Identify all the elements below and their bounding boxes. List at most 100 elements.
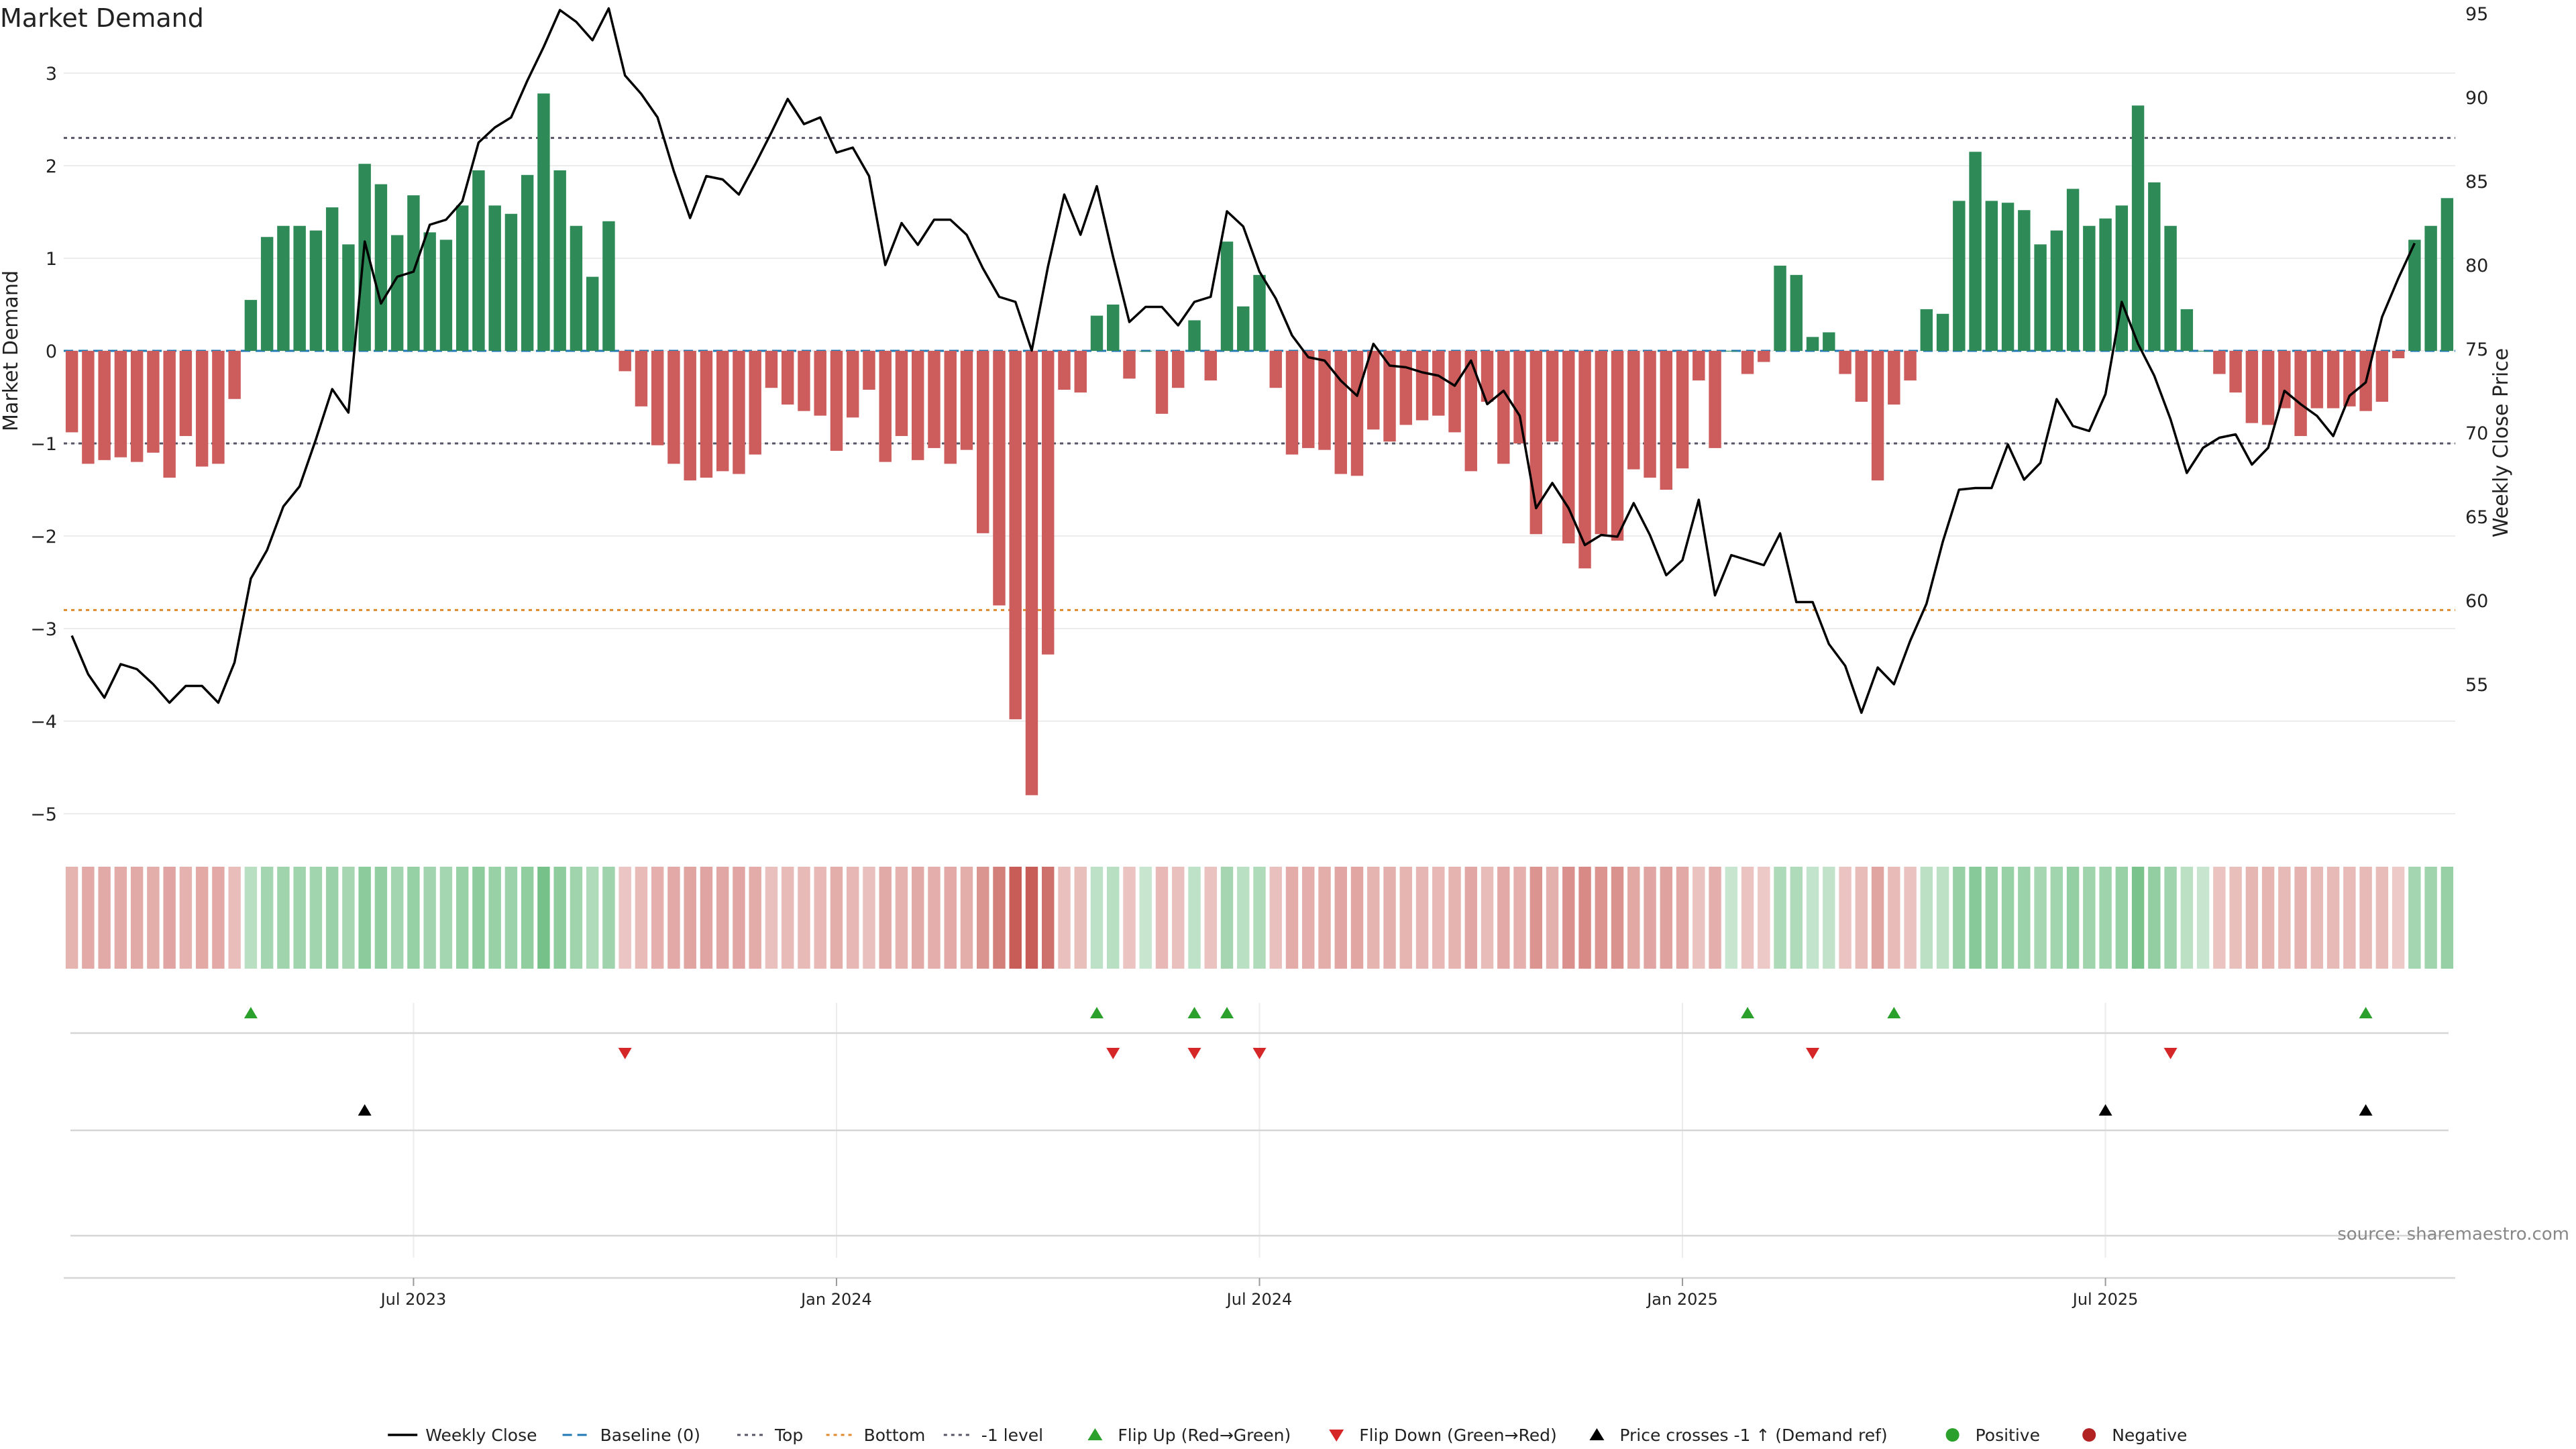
legend-item: Top <box>737 1426 803 1445</box>
heat-cell <box>1806 867 1819 969</box>
heat-cell <box>684 867 696 969</box>
heat-cell <box>212 867 225 969</box>
demand-bar <box>309 230 323 351</box>
legend-swatch-triangle-down <box>1329 1430 1344 1442</box>
heat-cell <box>2408 867 2421 969</box>
heat-cell <box>1237 867 1250 969</box>
demand-bar <box>1334 351 1347 474</box>
demand-bar <box>651 351 664 445</box>
legend-item: Price crosses -1 ↑ (Demand ref) <box>1589 1426 1888 1445</box>
heat-cell <box>798 867 810 969</box>
heat-cell <box>2229 867 2242 969</box>
demand-bar <box>521 174 534 351</box>
demand-bar <box>993 351 1006 606</box>
demand-bar <box>1627 351 1640 470</box>
heat-cell <box>1367 867 1380 969</box>
demand-bar <box>1871 351 1884 481</box>
heat-cell <box>2034 867 2047 969</box>
demand-bar <box>2229 351 2242 393</box>
demand-bar <box>1481 351 1494 402</box>
demand-bar <box>1025 351 1038 796</box>
heat-cell <box>1888 867 1900 969</box>
demand-bar <box>1350 351 1364 476</box>
demand-bar <box>977 351 989 533</box>
heat-cell <box>2148 867 2161 969</box>
demand-bar <box>928 351 941 448</box>
y-tick-label: −5 <box>30 804 57 825</box>
demand-bar <box>2099 218 2112 351</box>
y-tick-label: −2 <box>30 527 57 547</box>
legend-label: Price crosses -1 ↑ (Demand ref) <box>1619 1426 1887 1445</box>
heat-cell <box>1497 867 1510 969</box>
demand-bar <box>2018 210 2031 351</box>
flip-up-marker <box>2359 1007 2373 1018</box>
legend-swatch-triangle-up <box>1087 1428 1103 1440</box>
y2-tick-label: 90 <box>2465 88 2488 109</box>
demand-bar <box>2196 351 2210 352</box>
price-cross-marker <box>2359 1104 2373 1116</box>
demand-bar <box>1367 351 1380 430</box>
demand-bar <box>602 221 615 351</box>
heat-cell <box>1334 867 1347 969</box>
weekly-close-line <box>70 7 2416 714</box>
flip-up-marker <box>1187 1007 1201 1018</box>
heat-cell <box>928 867 941 969</box>
legend-swatch-triangle-up <box>1589 1428 1605 1440</box>
demand-bar <box>82 351 95 464</box>
heat-cell <box>1481 867 1494 969</box>
demand-bar <box>619 351 631 372</box>
heat-cell <box>488 867 501 969</box>
legend-item: Flip Down (Green→Red) <box>1329 1426 1557 1445</box>
heat-cell <box>1318 867 1331 969</box>
demand-bar <box>130 351 144 462</box>
demand-bar <box>2213 351 2226 374</box>
demand-bar <box>2408 239 2421 351</box>
heat-cell <box>781 867 794 969</box>
demand-bar <box>1741 351 1754 374</box>
demand-bar <box>1513 351 1526 443</box>
demand-bar <box>553 170 566 351</box>
price-line-layer <box>70 7 2416 714</box>
demand-bar <box>1399 351 1412 425</box>
heat-cell <box>700 867 713 969</box>
heat-cell <box>374 867 388 969</box>
heat-cell <box>993 867 1006 969</box>
demand-bar <box>1220 241 1234 351</box>
demand-bar <box>2424 225 2437 351</box>
heat-cell <box>1090 867 1104 969</box>
heat-cell <box>195 867 209 969</box>
demand-bar <box>423 232 436 351</box>
demand-bar <box>358 164 371 352</box>
heat-cell <box>1399 867 1412 969</box>
heat-cell <box>1269 867 1282 969</box>
demand-bar <box>1448 351 1461 433</box>
legend-item: Positive <box>1945 1426 2040 1445</box>
heat-cell <box>879 867 892 969</box>
heat-cell <box>765 867 778 969</box>
demand-bar <box>895 351 908 436</box>
heat-cell <box>1693 867 1705 969</box>
flip-up-marker <box>1089 1007 1104 1018</box>
demand-bars <box>65 93 2454 796</box>
heat-cell <box>1253 867 1266 969</box>
x-tick-label: Jul 2023 <box>380 1290 447 1309</box>
x-tick-label: Jul 2025 <box>2072 1290 2139 1309</box>
legend-item: Negative <box>2082 1426 2187 1445</box>
demand-bar <box>537 93 550 352</box>
heat-cell <box>1025 867 1038 969</box>
heat-cell <box>65 867 78 969</box>
heat-cell <box>179 867 193 969</box>
heat-cell <box>1725 867 1738 969</box>
demand-bar <box>814 351 826 416</box>
demand-bar <box>798 351 810 411</box>
heat-cell <box>2213 867 2226 969</box>
demand-bar <box>1709 351 1721 448</box>
heat-cell <box>1123 867 1136 969</box>
demand-bar <box>212 351 225 464</box>
demand-bar <box>2180 309 2194 351</box>
demand-bar <box>472 170 485 351</box>
axes: 3 2 1 0 −1 −2 −3 −4 −5 95 90 85 80 75 70 65 60 55 Market D… <box>0 4 2513 825</box>
flip-down-marker <box>618 1048 632 1059</box>
heat-cell <box>1758 867 1770 969</box>
